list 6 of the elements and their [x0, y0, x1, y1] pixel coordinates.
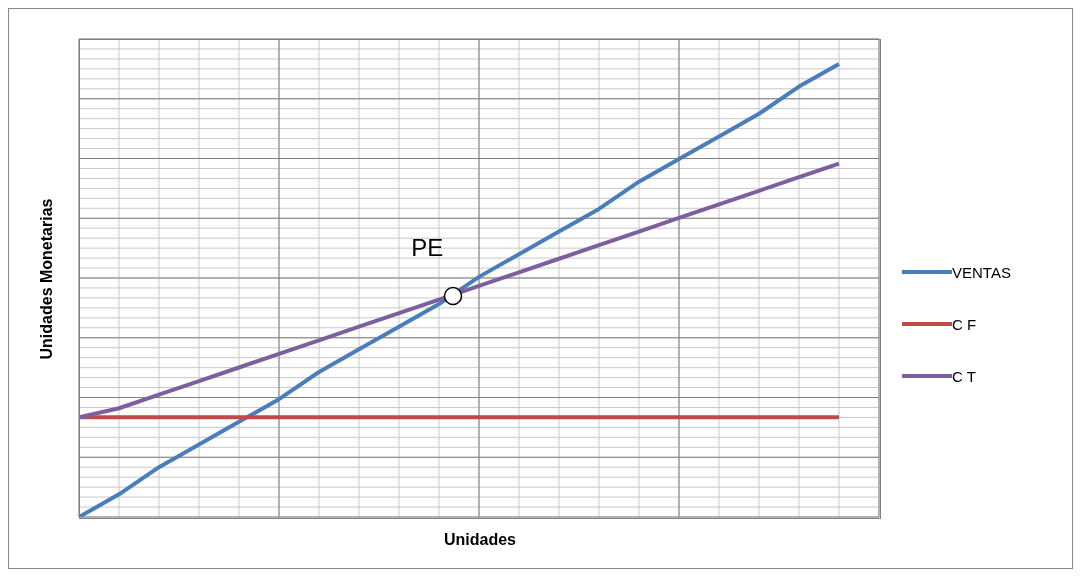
- legend-label: C F: [952, 315, 977, 333]
- y-axis-title: Unidades Monetarias: [38, 198, 56, 360]
- legend-label: C T: [952, 367, 976, 385]
- legend-label: VENTAS: [952, 263, 1011, 281]
- x-axis-title: Unidades: [443, 531, 517, 549]
- annotation: PE: [411, 234, 444, 263]
